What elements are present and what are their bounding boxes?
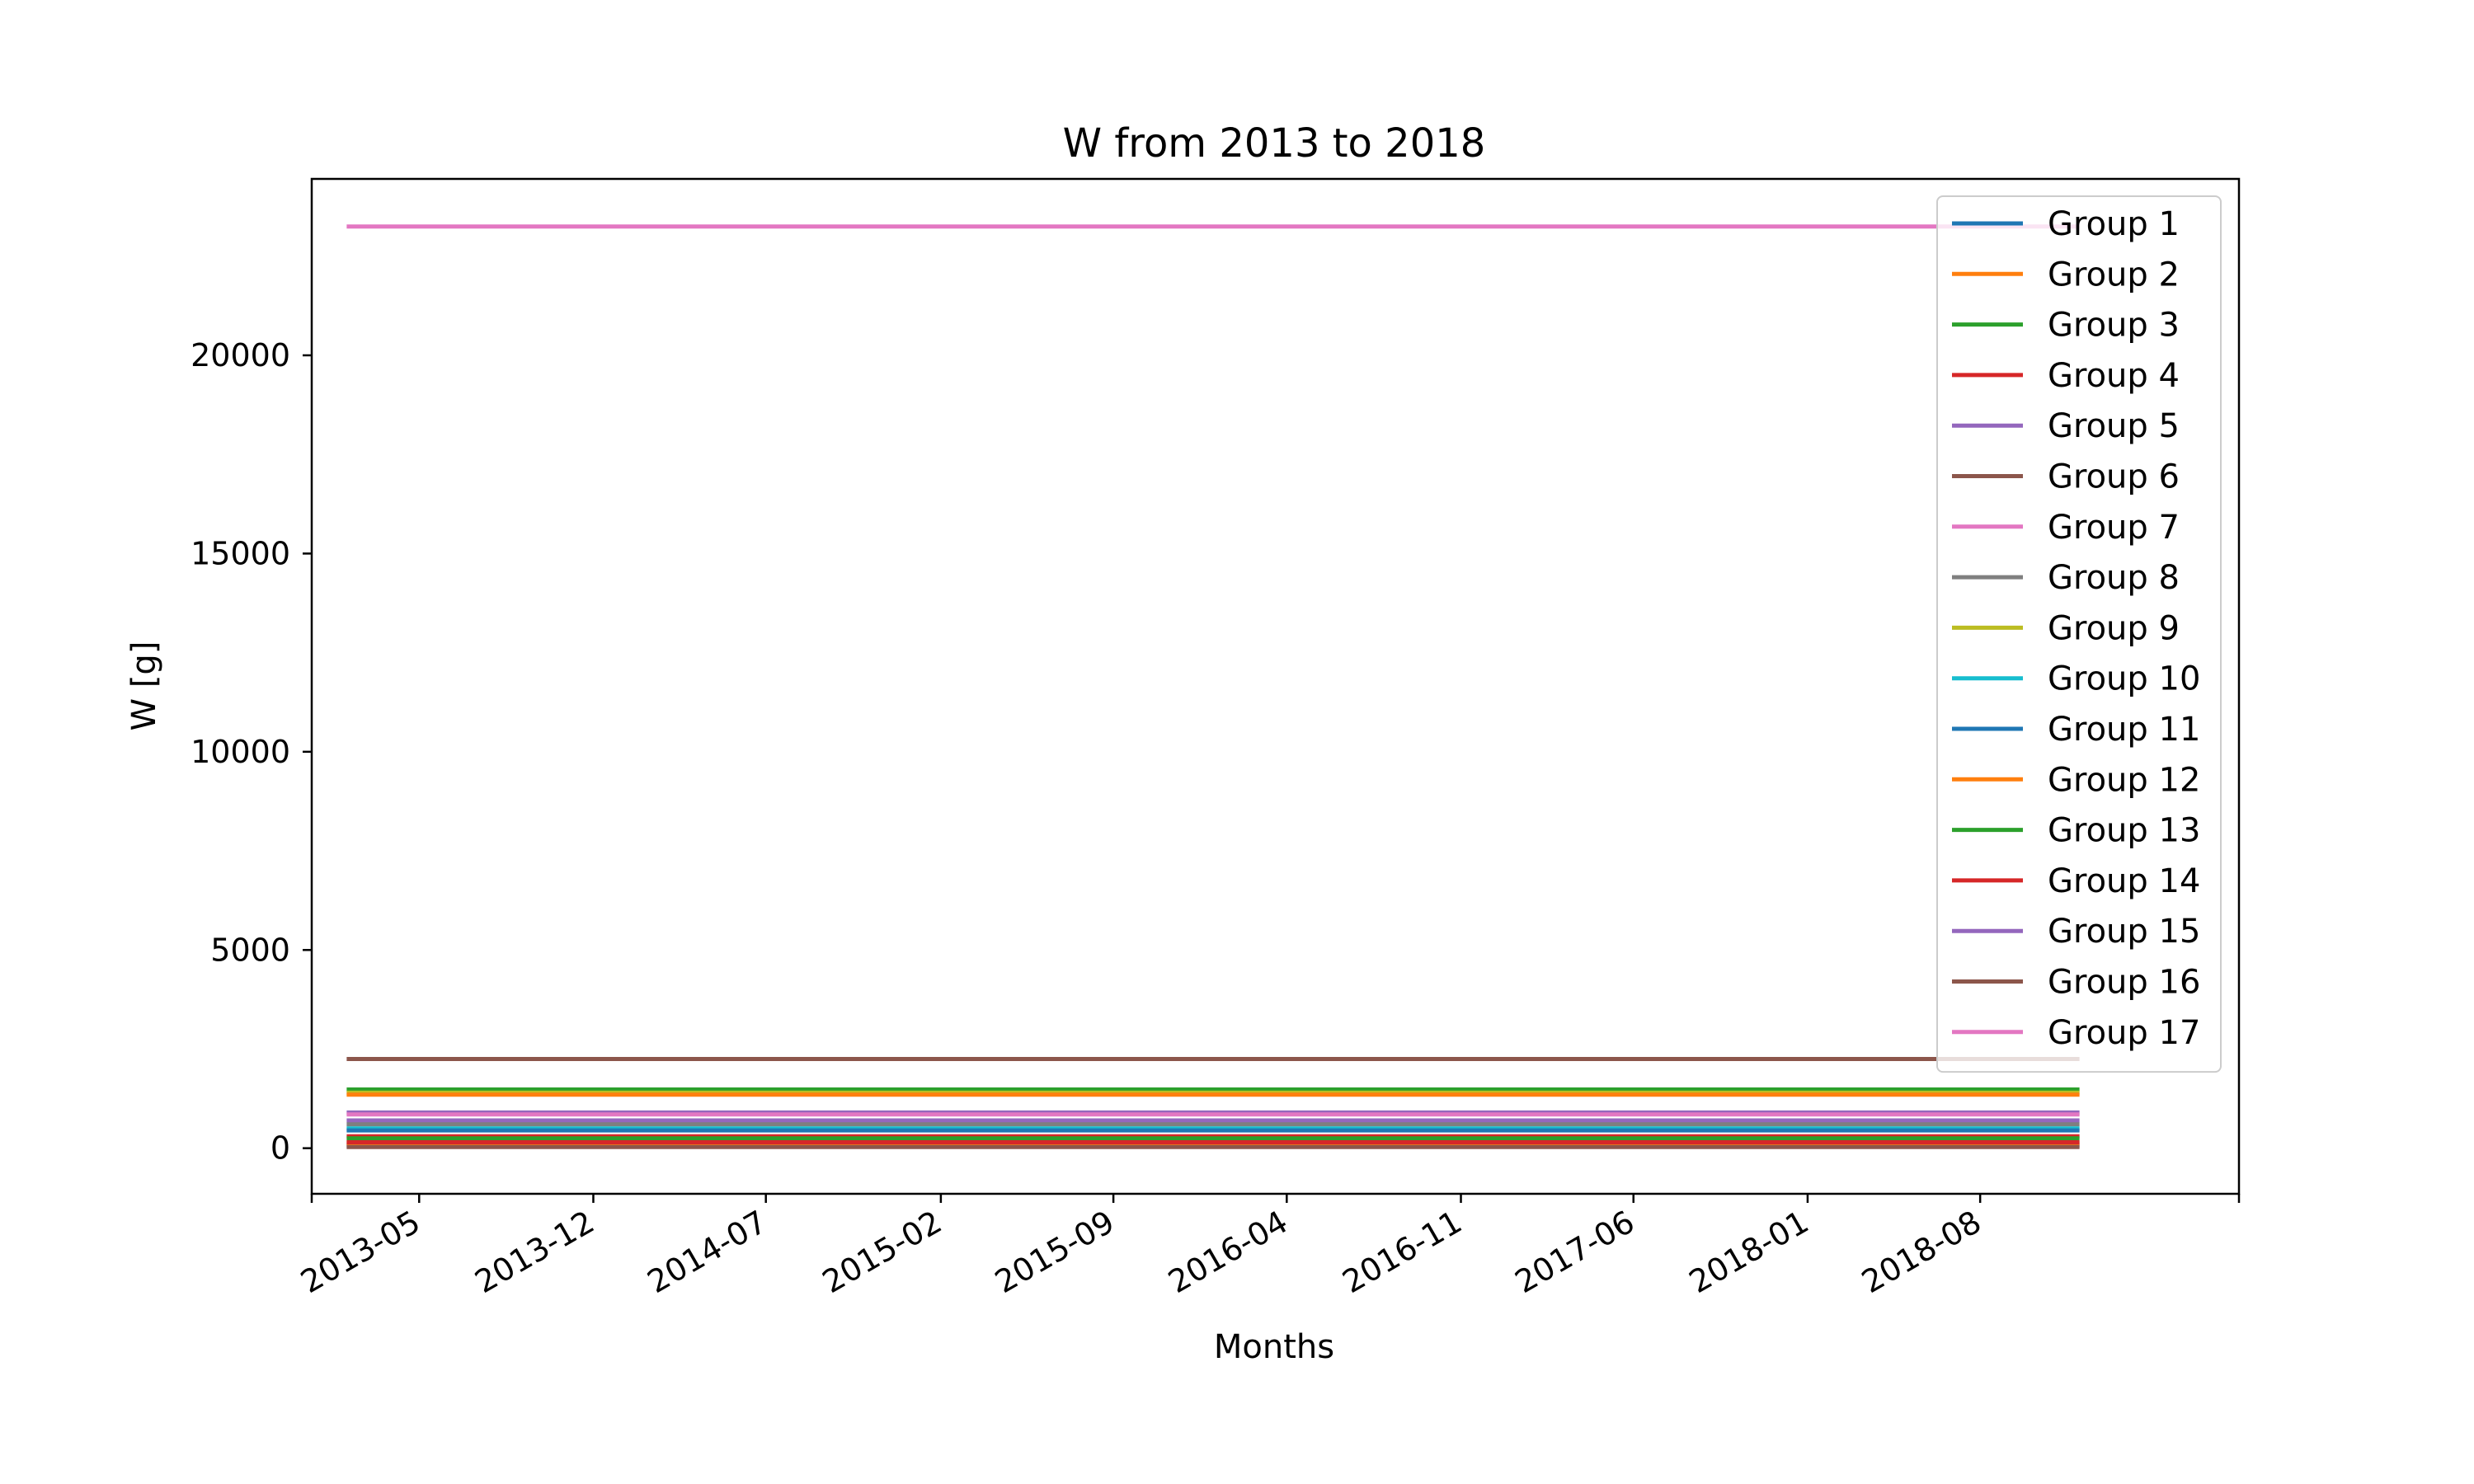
y-tick-label: 20000 [190, 337, 290, 373]
legend-label: Group 17 [2048, 1014, 2200, 1052]
legend-label: Group 16 [2048, 964, 2200, 1002]
legend-frame [1936, 195, 2222, 1073]
legend-label: Group 1 [2048, 205, 2180, 243]
legend-label: Group 8 [2048, 559, 2180, 597]
y-tick-label: 5000 [210, 932, 290, 968]
series-lines [346, 224, 2080, 1149]
legend-label: Group 7 [2048, 509, 2180, 547]
legend-label: Group 6 [2048, 458, 2180, 496]
y-tick-label: 15000 [190, 535, 290, 571]
legend-label: Group 11 [2048, 711, 2200, 749]
legend-label: Group 9 [2048, 609, 2180, 647]
y-axis-label: W [g] [125, 641, 163, 731]
plot-area [310, 177, 2241, 1195]
chart-title: W from 2013 to 2018 [1063, 120, 1486, 167]
legend-label: Group 13 [2048, 812, 2200, 850]
y-tick-label: 10000 [190, 734, 290, 770]
legend-label: Group 3 [2048, 307, 2180, 345]
legend-label: Group 10 [2048, 660, 2200, 698]
axes-frame [310, 177, 2241, 1195]
y-tick-label: 0 [270, 1130, 290, 1167]
legend-label: Group 15 [2048, 913, 2200, 951]
legend-label: Group 12 [2048, 761, 2200, 799]
legend-label: Group 2 [2048, 256, 2180, 294]
legend-label: Group 4 [2048, 357, 2180, 395]
x-axis-label: Months [1214, 1328, 1334, 1366]
y-axis-ticks: 0 5000 10000 15000 20000 [190, 337, 312, 1167]
legend: Group 1 Group 2 Group 3 Group 4 Group 5 Group… [1936, 195, 2222, 1073]
legend-label: Group 14 [2048, 862, 2200, 900]
legend-label: Group 5 [2048, 407, 2180, 445]
